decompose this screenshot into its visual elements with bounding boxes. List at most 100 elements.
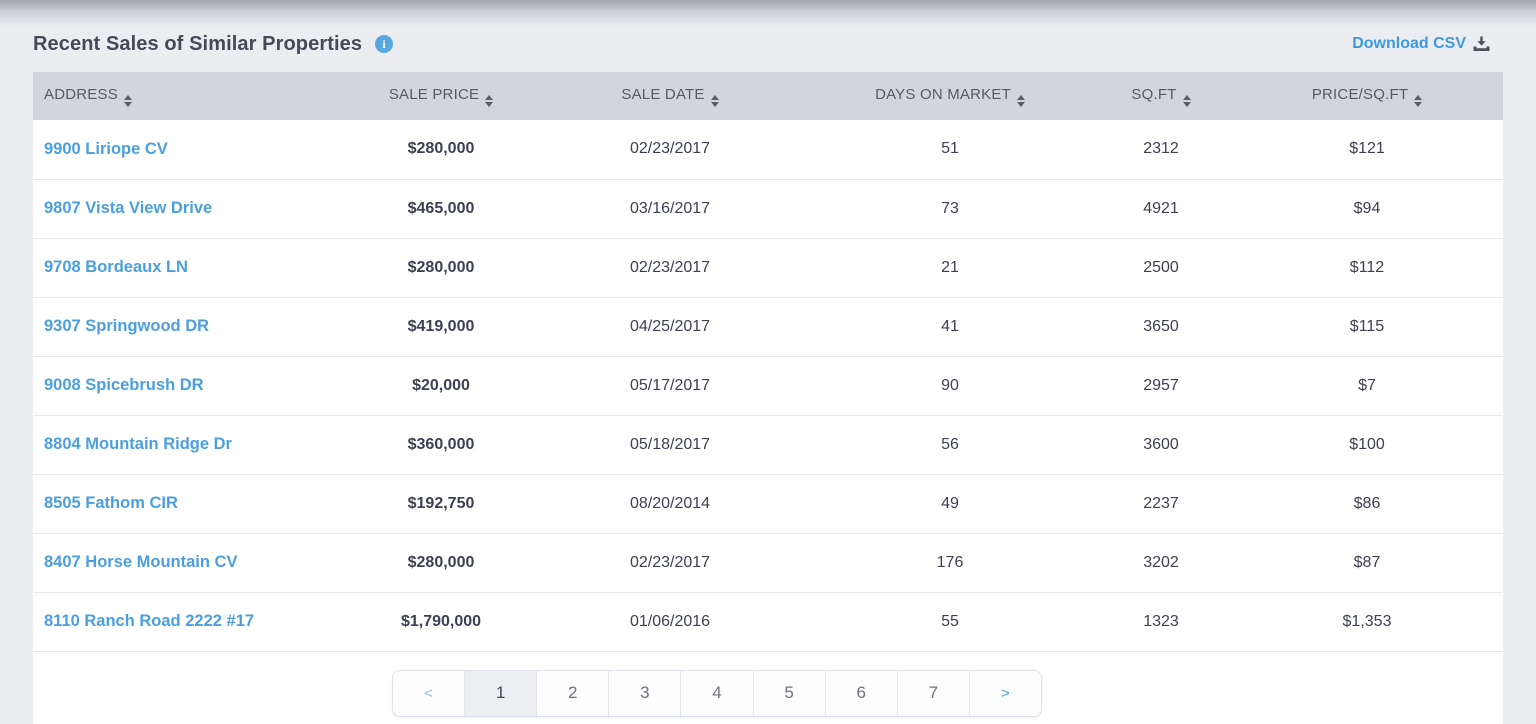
- table-row: 8110 Ranch Road 2222 #17 $1,790,000 01/0…: [33, 592, 1503, 652]
- address-link[interactable]: 9900 Liriope CV: [44, 139, 168, 158]
- column-header-sale-date[interactable]: SALE DATE: [531, 72, 809, 120]
- price-per-sqft-cell: $94: [1231, 179, 1503, 239]
- address-link[interactable]: 9708 Bordeaux LN: [44, 258, 188, 276]
- table-row: 9900 Liriope CV $280,000 02/23/2017 51 2…: [33, 120, 1503, 180]
- price-per-sqft-cell: $100: [1231, 415, 1503, 475]
- table-row: 8804 Mountain Ridge Dr $360,000 05/18/20…: [33, 415, 1503, 475]
- sale-date-cell: 05/18/2017: [531, 415, 809, 475]
- table-row: 8505 Fathom CIR $192,750 08/20/2014 49 2…: [33, 474, 1503, 534]
- sort-icon: [710, 94, 719, 107]
- sale-price-cell: $419,000: [351, 297, 531, 357]
- price-per-sqft-cell: $7: [1231, 356, 1503, 416]
- sort-icon: [1414, 94, 1423, 107]
- column-header-label: SALE PRICE: [388, 85, 480, 103]
- pagination-page-1[interactable]: 1: [464, 670, 537, 716]
- price-per-sqft-cell: $112: [1231, 238, 1503, 298]
- column-header-address[interactable]: ADDRESS: [33, 72, 351, 120]
- column-header-label: ADDRESS: [44, 85, 118, 103]
- sort-icon: [1182, 94, 1191, 107]
- sqft-cell: 3650: [1091, 297, 1231, 357]
- pagination-page-3[interactable]: 3: [608, 670, 680, 716]
- days-on-market-cell: 176: [809, 533, 1091, 593]
- days-on-market-cell: 49: [809, 474, 1091, 534]
- price-per-sqft-cell: $115: [1231, 297, 1503, 357]
- days-on-market-cell: 73: [809, 179, 1091, 239]
- page-title: Recent Sales of Similar Properties: [33, 32, 363, 55]
- column-header-label: SALE DATE: [621, 85, 705, 103]
- pagination-prev-button[interactable]: <: [393, 671, 464, 716]
- address-link[interactable]: 9807 Vista View Drive: [44, 199, 213, 217]
- recent-sales-table: ADDRESS SALE PRICE SALE DATE DAYS ON MAR…: [33, 72, 1503, 652]
- sale-date-cell: 04/25/2017: [531, 297, 809, 357]
- sale-price-cell: $192,750: [351, 474, 531, 534]
- pagination-page-6[interactable]: 6: [824, 670, 897, 716]
- address-link[interactable]: 9307 Springwood DR: [44, 317, 210, 335]
- sqft-cell: 3600: [1091, 415, 1231, 475]
- price-per-sqft-cell: $86: [1231, 474, 1503, 534]
- download-csv-label: Download CSV: [1352, 35, 1466, 52]
- column-header-label: PRICE/SQ.FT: [1311, 85, 1409, 103]
- sale-date-cell: 03/16/2017: [531, 179, 809, 239]
- price-per-sqft-cell: $121: [1231, 120, 1503, 180]
- sale-price-cell: $1,790,000: [351, 592, 531, 652]
- column-header-sale-price[interactable]: SALE PRICE: [351, 72, 531, 120]
- column-header-sqft[interactable]: SQ.FT: [1091, 72, 1231, 120]
- address-link[interactable]: 8505 Fathom CIR: [44, 494, 178, 512]
- price-per-sqft-cell: $87: [1231, 533, 1503, 593]
- section-header: Recent Sales of Similar Properties i Dow…: [33, 31, 1503, 57]
- sale-price-cell: $360,000: [351, 415, 531, 475]
- info-icon[interactable]: i: [375, 35, 394, 53]
- sqft-cell: 1323: [1091, 592, 1231, 652]
- sort-icon: [1016, 94, 1025, 107]
- pagination-page-2[interactable]: 2: [536, 670, 608, 716]
- sqft-cell: 2237: [1091, 474, 1231, 534]
- sale-price-cell: $280,000: [351, 120, 531, 180]
- days-on-market-cell: 41: [809, 297, 1091, 357]
- days-on-market-cell: 90: [809, 356, 1091, 416]
- sale-price-cell: $20,000: [351, 356, 531, 416]
- sqft-cell: 2957: [1091, 356, 1231, 416]
- pagination-page-7[interactable]: 7: [896, 670, 969, 716]
- sort-icon: [123, 94, 132, 107]
- download-csv-link[interactable]: Download CSV: [1352, 35, 1490, 53]
- column-header-price-per-sqft[interactable]: PRICE/SQ.FT: [1231, 72, 1503, 120]
- pagination: <1 2 3 4 5 6 7 >: [392, 669, 1042, 717]
- address-link[interactable]: 9008 Spicebrush DR: [44, 376, 204, 394]
- column-header-label: SQ.FT: [1131, 85, 1177, 103]
- column-header-label: DAYS ON MARKET: [875, 85, 1011, 103]
- address-link[interactable]: 8110 Ranch Road 2222 #17: [44, 612, 255, 630]
- sale-date-cell: 02/23/2017: [531, 238, 809, 298]
- column-header-days-on-market[interactable]: DAYS ON MARKET: [809, 72, 1091, 120]
- sale-date-cell: 01/06/2016: [531, 592, 809, 652]
- price-per-sqft-cell: $1,353: [1231, 592, 1503, 652]
- table-header-row: ADDRESS SALE PRICE SALE DATE DAYS ON MAR…: [33, 72, 1503, 120]
- table-row: 9008 Spicebrush DR $20,000 05/17/2017 90…: [33, 356, 1503, 416]
- sale-date-cell: 02/23/2017: [531, 120, 809, 180]
- sale-price-cell: $465,000: [351, 179, 531, 239]
- table-row: 9807 Vista View Drive $465,000 03/16/201…: [33, 179, 1503, 239]
- table-row: 9307 Springwood DR $419,000 04/25/2017 4…: [33, 297, 1503, 357]
- pagination-page-5[interactable]: 5: [752, 670, 825, 716]
- table-row: 9708 Bordeaux LN $280,000 02/23/2017 21 …: [33, 238, 1503, 298]
- pagination-page-4[interactable]: 4: [680, 670, 752, 716]
- download-icon: [1473, 36, 1490, 52]
- days-on-market-cell: 55: [809, 592, 1091, 652]
- sqft-cell: 2500: [1091, 238, 1231, 298]
- sale-date-cell: 02/23/2017: [531, 533, 809, 593]
- sort-icon: [485, 94, 494, 107]
- pagination-next-button[interactable]: >: [968, 670, 1041, 716]
- sale-date-cell: 08/20/2014: [531, 474, 809, 534]
- sqft-cell: 2312: [1091, 120, 1231, 180]
- sale-date-cell: 05/17/2017: [531, 356, 809, 416]
- days-on-market-cell: 21: [809, 238, 1091, 298]
- address-link[interactable]: 8804 Mountain Ridge Dr: [44, 435, 232, 453]
- sale-price-cell: $280,000: [351, 238, 531, 298]
- days-on-market-cell: 51: [809, 120, 1091, 180]
- address-link[interactable]: 8407 Horse Mountain CV: [44, 553, 238, 571]
- table-row: 8407 Horse Mountain CV $280,000 02/23/20…: [33, 533, 1503, 593]
- days-on-market-cell: 56: [809, 415, 1091, 475]
- sale-price-cell: $280,000: [351, 533, 531, 593]
- recent-sales-section: Recent Sales of Similar Properties i Dow…: [33, 0, 1503, 724]
- table-footer-panel: <1 2 3 4 5 6 7 >: [33, 651, 1503, 724]
- sqft-cell: 4921: [1091, 179, 1231, 239]
